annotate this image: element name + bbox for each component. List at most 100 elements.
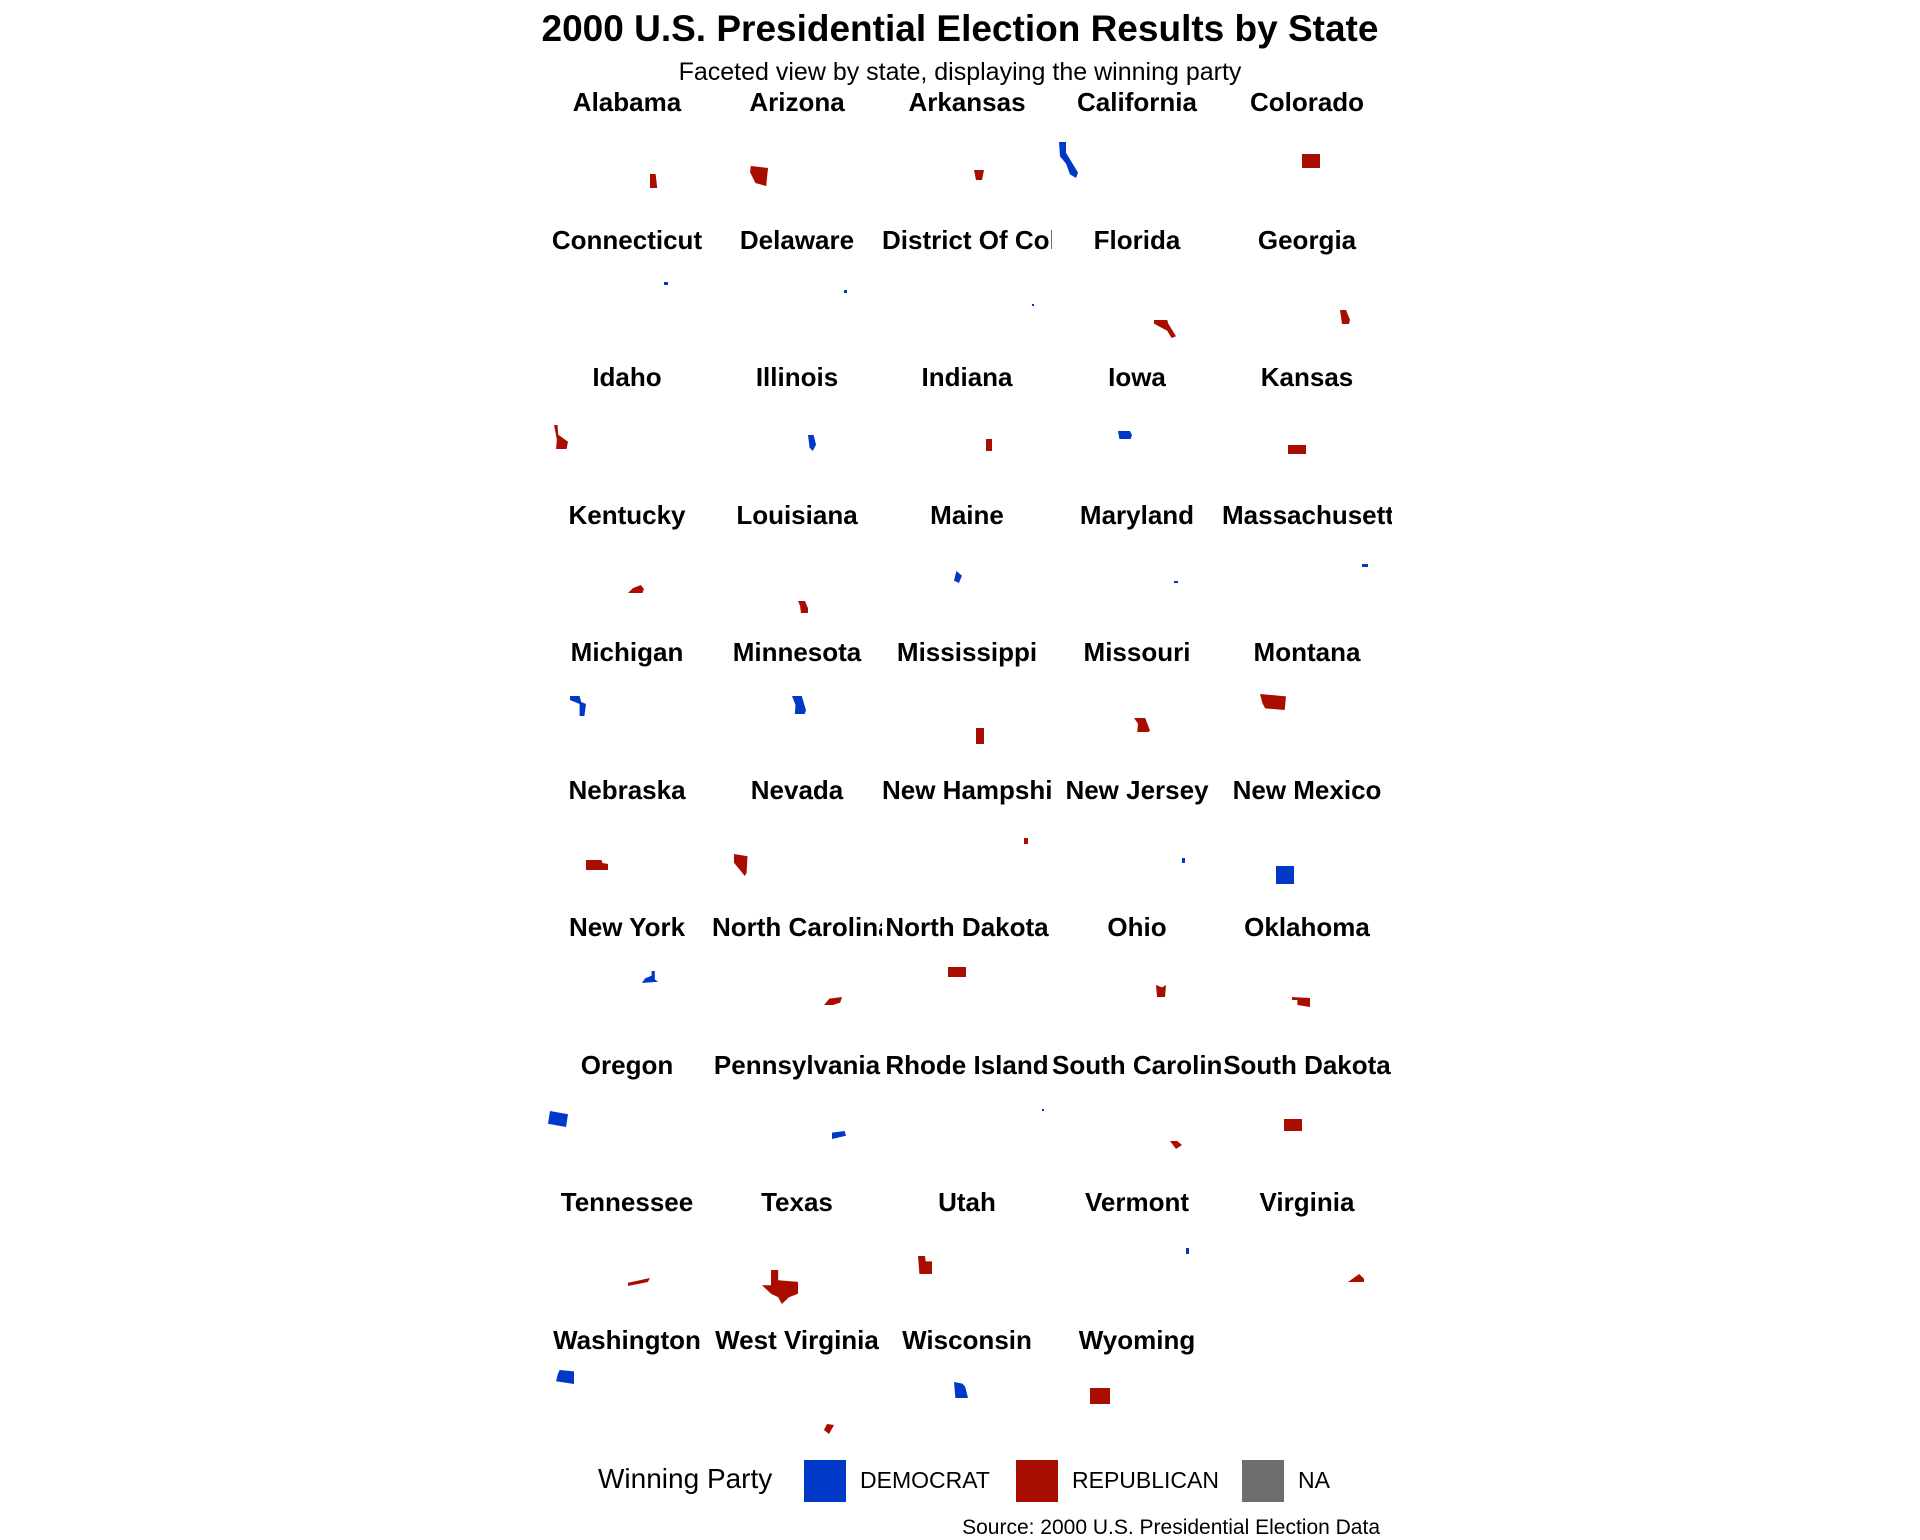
state-shape-illinois (808, 435, 816, 451)
state-shape-rhode-island (1042, 1108, 1044, 1111)
facet-panel-montana: Montana (1222, 636, 1392, 773)
facet-panel-arkansas: Arkansas (882, 86, 1052, 223)
state-shape-texas (762, 1270, 798, 1304)
state-shape-massachusetts (1362, 563, 1368, 567)
state-shape-mississippi (976, 728, 984, 744)
state-fill (954, 570, 962, 583)
facet-panel-north-carolina: North Carolina (712, 911, 882, 1048)
facet-panel-arizona: Arizona (712, 86, 882, 223)
state-fill (824, 1423, 834, 1434)
state-fill (954, 1381, 968, 1398)
state-shape-kansas (1288, 445, 1306, 454)
state-shape-south-dakota (1284, 1118, 1302, 1131)
facet-panel-nebraska: Nebraska (542, 774, 712, 911)
facet-label: South Dakota (1223, 1049, 1391, 1080)
facet-label: Kansas (1260, 362, 1354, 392)
facet-label: Arizona (749, 87, 845, 117)
facet-panel-iowa: Iowa (1052, 361, 1222, 498)
state-fill (1032, 303, 1034, 306)
legend-label-na: NA (1298, 1467, 1330, 1493)
facet-label: Idaho (592, 362, 662, 392)
facet-panel-south-dakota: South Dakota (1222, 1049, 1392, 1186)
facet-label: Nevada (750, 774, 844, 805)
state-fill (1348, 1274, 1364, 1282)
state-shape-idaho (554, 425, 568, 449)
state-shape-california (1059, 142, 1078, 178)
state-shape-vermont (1186, 1248, 1189, 1254)
legend-key-republican (1016, 1460, 1058, 1502)
legend-title: Winning Party (598, 1463, 773, 1494)
state-shape-missouri (1134, 718, 1150, 732)
state-fill (808, 435, 816, 451)
state-shape-pennsylvania (832, 1130, 846, 1139)
facet-panel-florida: Florida (1052, 224, 1222, 361)
state-shape-louisiana (798, 600, 808, 613)
facet-label: Texas (761, 1187, 833, 1217)
facet-label: Vermont (1084, 1187, 1190, 1217)
state-shape-north-dakota (948, 967, 966, 977)
state-fill (1118, 431, 1132, 439)
state-fill (762, 1270, 798, 1304)
state-fill (918, 1256, 932, 1274)
facet-panel-illinois: Illinois (712, 361, 882, 498)
state-fill (664, 281, 668, 285)
facet-panel-north-dakota: North Dakota (882, 911, 1052, 1048)
facet-panel-maine: Maine (882, 499, 1052, 636)
facet-label: Nebraska (568, 774, 686, 805)
facet-label: New Jersey (1065, 774, 1209, 805)
state-fill (976, 728, 984, 744)
facet-panel-washington: Washington (542, 1324, 712, 1461)
state-fill (844, 289, 847, 293)
facet-label: Tennessee (560, 1187, 694, 1217)
state-shape-minnesota (792, 696, 806, 714)
state-shape-wisconsin (954, 1381, 968, 1398)
state-shape-montana (1260, 694, 1286, 710)
state-shape-north-carolina (824, 997, 842, 1005)
facet-panel-massachusetts: Massachusetts (1222, 499, 1392, 636)
state-shape-washington (556, 1369, 574, 1384)
chart-title: 2000 U.S. Presidential Election Results … (541, 8, 1379, 49)
facet-label: New Mexico (1232, 774, 1382, 805)
state-shape-wyoming (1090, 1387, 1110, 1404)
state-shape-nevada (734, 853, 748, 876)
facet-label: Delaware (739, 224, 855, 255)
state-shape-indiana (986, 439, 992, 451)
state-fill (1156, 985, 1166, 997)
facet-panel-missouri: Missouri (1052, 636, 1222, 773)
caption: Source: 2000 U.S. Presidential Election … (962, 1516, 1380, 1539)
state-fill (824, 997, 842, 1005)
facet-panel-west-virginia: West Virginia (712, 1324, 882, 1461)
facet-label: Connecticut (551, 224, 703, 255)
facet-label: South Carolina (1052, 1049, 1222, 1080)
facet-label: Oklahoma (1244, 912, 1370, 942)
state-fill (642, 971, 658, 983)
facet-label: Montana (1253, 637, 1361, 667)
state-shape-south-carolina (1170, 1140, 1182, 1149)
facet-panel-texas: Texas (712, 1186, 882, 1323)
facet-panel-rhode-island: Rhode Island (882, 1049, 1052, 1186)
state-shape-iowa (1118, 431, 1132, 439)
state-fill (1288, 445, 1306, 454)
facet-panel-oregon: Oregon (542, 1049, 712, 1186)
facet-panel-indiana: Indiana (882, 361, 1052, 498)
state-fill (1042, 1108, 1044, 1111)
state-shape-tennessee (628, 1278, 650, 1286)
facet-label: West Virginia (715, 1324, 879, 1355)
state-fill (628, 1278, 650, 1286)
legend-label-democrat: DEMOCRAT (860, 1467, 990, 1493)
state-shape-kentucky (628, 584, 644, 593)
facet-panel-wyoming: Wyoming (1052, 1324, 1222, 1461)
state-shape-arkansas (974, 170, 984, 180)
state-fill (586, 859, 608, 870)
state-shape-nebraska (586, 859, 608, 870)
facet-label: Minnesota (732, 637, 862, 667)
facet-label: Mississippi (896, 637, 1038, 667)
state-fill (1182, 857, 1185, 863)
state-shape-ohio (1156, 985, 1166, 997)
state-fill (1024, 837, 1028, 844)
facet-label: Oregon (580, 1049, 674, 1080)
facet-label: Colorado (1249, 87, 1365, 117)
facet-panel-oklahoma: Oklahoma (1222, 911, 1392, 1048)
state-shape-maine (954, 570, 962, 583)
facet-label: District Of Columbia (882, 224, 1052, 255)
